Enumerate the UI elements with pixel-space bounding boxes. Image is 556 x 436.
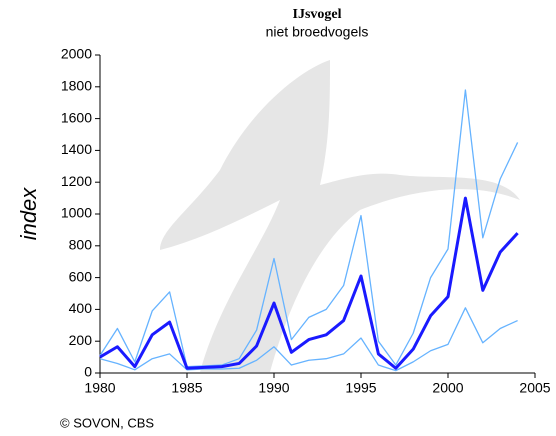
y-tick-label: 400 [69, 300, 93, 316]
y-tick-label: 2000 [61, 46, 92, 62]
y-axis-label: index [16, 187, 41, 241]
y-tick-label: 1400 [61, 141, 92, 157]
y-tick-label: 1200 [61, 173, 92, 189]
chart: IJsvogel niet broedvogels index © SOVON,… [0, 0, 556, 436]
y-tick-label: 1800 [61, 78, 92, 94]
x-tick-label: 1985 [171, 380, 202, 396]
chart-subtitle: niet broedvogels [266, 24, 369, 40]
y-tick-label: 800 [69, 237, 93, 253]
chart-title: IJsvogel [293, 7, 342, 22]
y-tick-label: 1000 [61, 205, 92, 221]
x-tick-label: 1980 [84, 380, 115, 396]
x-tick-label: 1995 [345, 380, 376, 396]
x-tick-label: 2000 [432, 380, 463, 396]
y-tick-label: 1600 [61, 109, 92, 125]
x-tick-label: 2005 [519, 380, 550, 396]
footer: © SOVON, CBS [60, 415, 154, 430]
y-tick-label: 200 [69, 332, 93, 348]
y-tick-label: 0 [84, 364, 92, 380]
x-tick-label: 1990 [258, 380, 289, 396]
y-tick-label: 600 [69, 268, 93, 284]
